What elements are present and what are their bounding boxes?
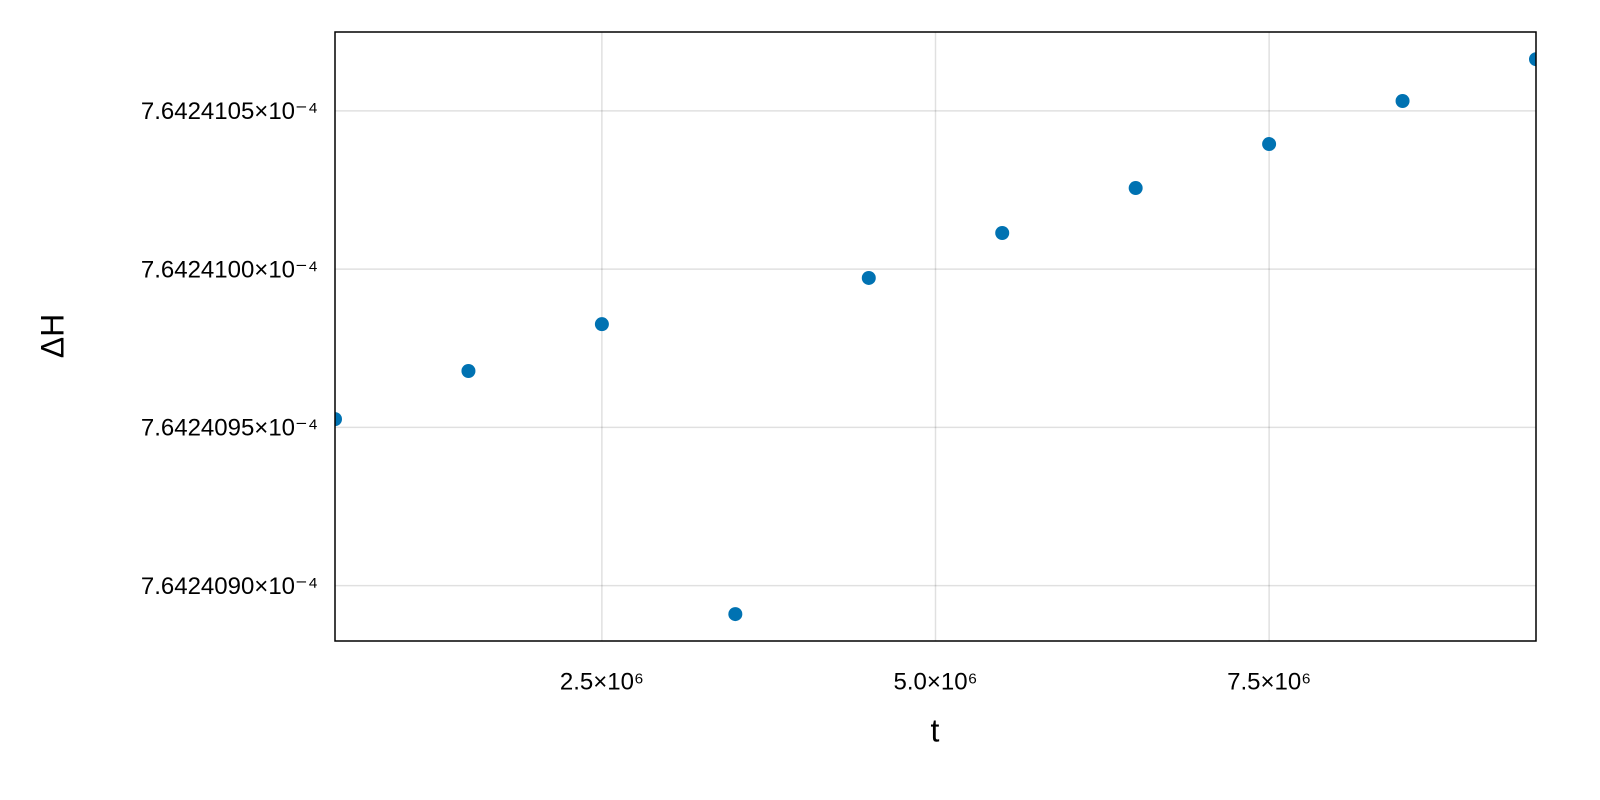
scatter-point [1529,52,1536,67]
y-tick-label: 7.6424105×10⁻⁴ [141,98,318,125]
scatter-point [461,364,476,379]
y-tick-label: 7.6424100×10⁻⁴ [141,256,318,283]
scatter-point [861,270,876,285]
scatter-point [1395,94,1410,109]
x-tick-label: 5.0×10⁶ [894,668,978,695]
scatter-point [995,225,1010,240]
scatter-point [594,317,609,332]
scatter-point [1262,137,1277,152]
scatter-point [728,607,743,622]
scatter-point [1128,181,1143,196]
plot-frame [334,31,1537,642]
x-axis-title: t [931,712,940,748]
y-tick-label: 7.6424095×10⁻⁴ [141,415,318,442]
x-tick-label: 7.5×10⁶ [1227,668,1311,695]
y-tick-label: 7.6424090×10⁻⁴ [141,573,318,600]
scatter-point [335,412,342,427]
y-axis-title: ΔH [34,314,70,358]
x-tick-label: 2.5×10⁶ [560,668,644,695]
